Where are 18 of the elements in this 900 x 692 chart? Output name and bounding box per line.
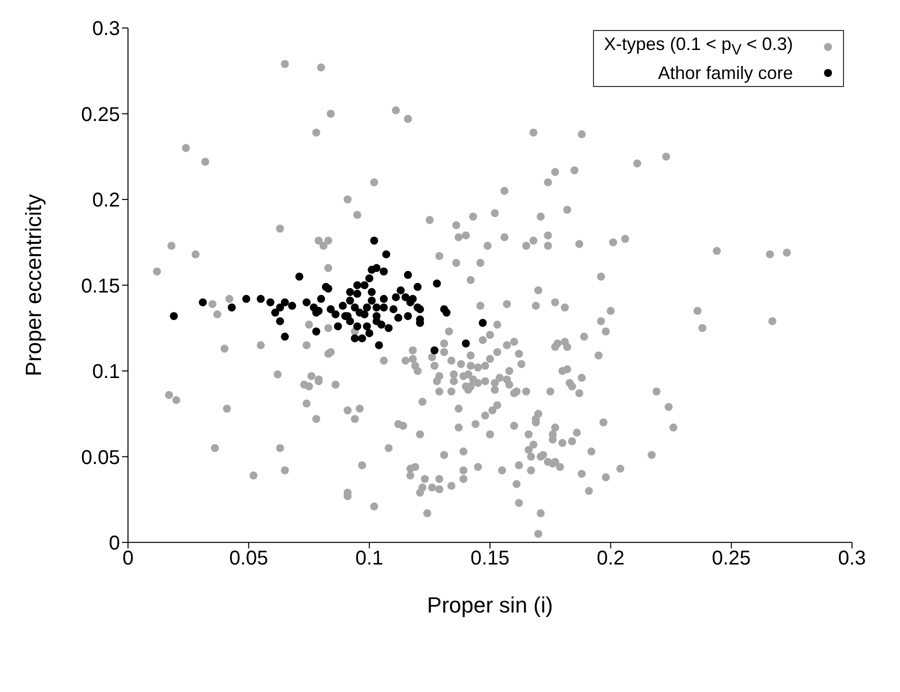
y-tick-label: 0.2 bbox=[92, 190, 120, 212]
legend-label: X-types (0.1 < p$_{V}$ < 0.3) bbox=[604, 33, 793, 61]
y-tick-label: 0 bbox=[108, 532, 120, 555]
legend-label: Athor family core bbox=[658, 62, 793, 84]
x-tick-label: 0.2 bbox=[596, 548, 625, 570]
x-tick-label: 0.3 bbox=[838, 548, 866, 570]
y-tick-label: 0.15 bbox=[81, 275, 120, 298]
x-axis-title: Proper sin (i) bbox=[427, 592, 553, 618]
y-axis-title: Proper eccentricity bbox=[20, 194, 46, 376]
x-tick-label: 0.05 bbox=[229, 548, 268, 570]
x-tick-label: 0.15 bbox=[470, 548, 510, 570]
y-tick-label: 0.25 bbox=[81, 104, 120, 126]
y-tick-label: 0.3 bbox=[92, 18, 120, 40]
y-tick-label: 0.05 bbox=[81, 446, 120, 469]
x-tick-label: 0.25 bbox=[712, 548, 751, 570]
y-tick-label: 0.1 bbox=[92, 361, 120, 384]
x-tick-label: 0 bbox=[122, 548, 134, 570]
x-tick-label: 0.1 bbox=[355, 548, 384, 570]
